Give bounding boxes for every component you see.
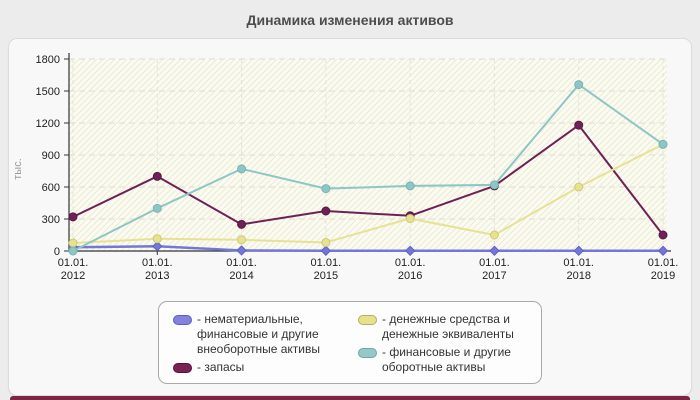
svg-text:тыс.: тыс.: [12, 158, 24, 180]
legend-label: - денежные средства и денежные эквивален…: [382, 312, 514, 341]
legend-box: - нематериальные, финансовые и другие вн…: [158, 301, 542, 384]
svg-text:01.01.2017: 01.01. 2017: [479, 257, 510, 282]
svg-text:1800: 1800: [36, 54, 60, 66]
legend-label: - запасы: [197, 360, 245, 374]
svg-text:0: 0: [54, 246, 60, 258]
svg-text:600: 600: [42, 182, 60, 194]
legend-label: - финансовые и другие оборотные активы: [382, 345, 511, 374]
svg-text:01.01.2013: 01.01. 2013: [142, 257, 173, 282]
legend-swatch-blue: [173, 315, 192, 325]
page-title: Динамика изменения активов: [246, 12, 454, 28]
svg-text:01.01.2012: 01.01. 2012: [58, 257, 89, 282]
svg-text:1200: 1200: [36, 118, 60, 130]
line-chart: 0 300 600 900 1200 1500 1800 01.01. 2012 01.01. 20…: [12, 53, 679, 282]
legend-column-left: - нематериальные, финансовые и другие вн…: [173, 312, 348, 375]
legend-swatch-teal: [358, 348, 377, 358]
legend-item-cash: - денежные средства и денежные эквивален…: [358, 312, 533, 342]
legend-item-inventory: - запасы: [173, 360, 348, 375]
svg-text:01.01.2019: 01.01. 2019: [648, 257, 679, 282]
svg-text:01.01.2018: 01.01. 2018: [563, 257, 594, 282]
svg-text:01.01.2016: 01.01. 2016: [395, 257, 426, 282]
svg-text:1500: 1500: [36, 86, 60, 98]
svg-text:900: 900: [42, 150, 60, 162]
legend-swatch-maroon: [173, 363, 192, 373]
legend-item-current-assets: - финансовые и другие оборотные активы: [358, 345, 533, 375]
legend-column-right: - денежные средства и денежные эквивален…: [358, 312, 533, 375]
svg-text:300: 300: [42, 214, 60, 226]
legend-item-non-current-assets: - нематериальные, финансовые и другие вн…: [173, 312, 348, 357]
legend-swatch-yellow: [358, 315, 377, 325]
svg-text:01.01.2014: 01.01. 2014: [226, 257, 257, 282]
footer-bar: [10, 396, 690, 400]
legend-label: - нематериальные, финансовые и другие вн…: [197, 312, 320, 356]
svg-text:01.01.2015: 01.01. 2015: [311, 257, 342, 282]
chart-card: 0 300 600 900 1200 1500 1800 01.01. 2012 01.01. 20…: [8, 38, 692, 396]
